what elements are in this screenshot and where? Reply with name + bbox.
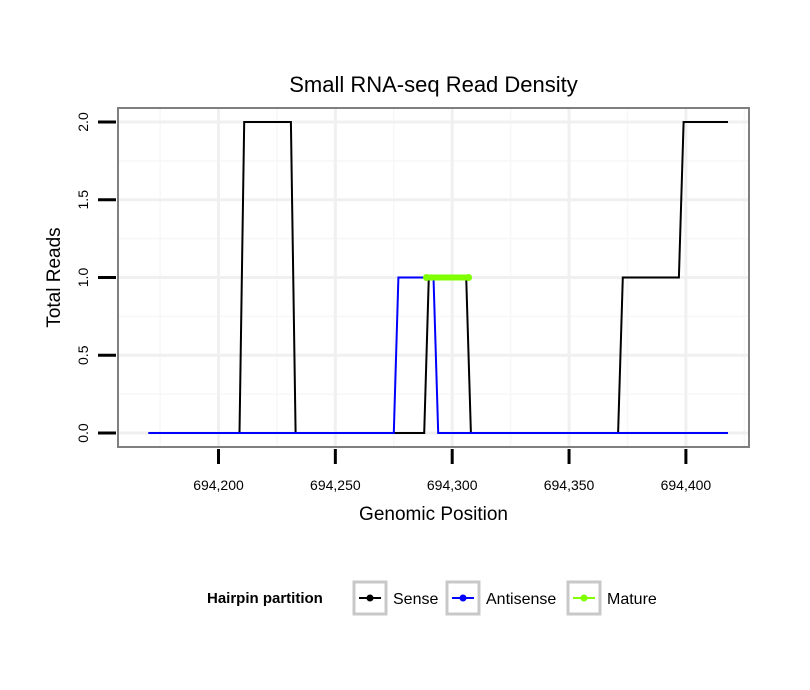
x-tick-label: 694,350 (544, 477, 595, 493)
chart-title: Small RNA-seq Read Density (289, 72, 578, 97)
x-tick-label: 694,200 (193, 477, 244, 493)
y-tick-label: 1.5 (75, 190, 91, 210)
legend-key-point (366, 594, 374, 602)
series-antisense-line (148, 276, 728, 434)
x-tick-label: 694,300 (427, 477, 478, 493)
grid-lines (118, 108, 749, 447)
x-axis: 694,200 694,250 694,300 694,350 694,400 (193, 449, 711, 493)
y-tick-label: 2.0 (75, 112, 91, 132)
y-tick-label: 0.0 (75, 423, 91, 443)
series-mature-point (422, 274, 430, 281)
series-lines (148, 121, 728, 434)
y-axis-title: Total Reads (44, 227, 65, 327)
legend-label-antisense: Antisense (486, 591, 556, 608)
y-tick-label: 1.0 (75, 268, 91, 288)
x-axis-title: Genomic Position (359, 504, 508, 525)
legend-label-sense: Sense (393, 591, 438, 608)
y-axis: 0.0 0.5 1.0 1.5 2.0 (75, 112, 116, 443)
y-tick-label: 0.5 (75, 345, 91, 365)
legend: Hairpin partition Sense Antisense Mature (207, 580, 657, 616)
legend-key-point (580, 594, 588, 602)
plot-border (117, 107, 750, 448)
x-tick-label: 694,250 (310, 477, 361, 493)
x-tick-label: 694,400 (661, 477, 712, 493)
legend-key-point (459, 594, 467, 602)
legend-label-mature: Mature (607, 591, 657, 608)
legend-title: Hairpin partition (207, 590, 323, 607)
series-mature-point (465, 274, 473, 281)
